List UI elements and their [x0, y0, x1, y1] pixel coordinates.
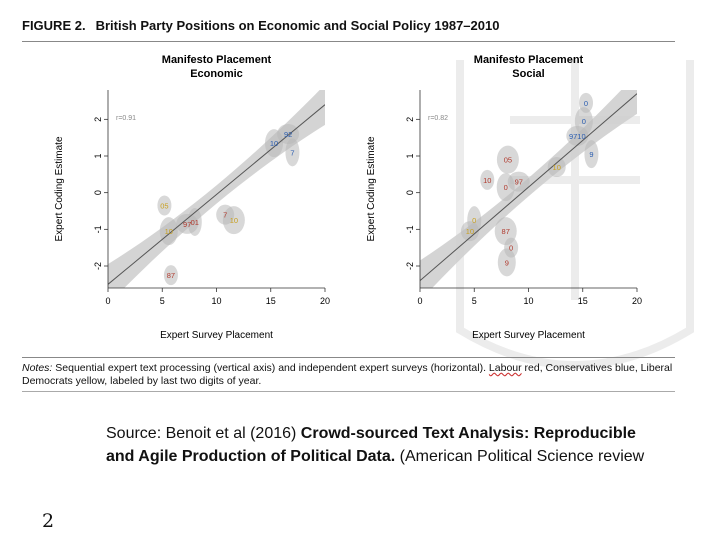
uncertainty-ellipse — [480, 169, 495, 190]
x-tick-label: 15 — [266, 296, 276, 306]
data-point-label: 7 — [223, 211, 227, 220]
notes-text-after: red, Conservatives blue, Liberal Democra… — [22, 362, 673, 387]
data-point-label: 10 — [230, 216, 238, 225]
uncertainty-ellipse — [222, 206, 245, 235]
fit-line — [108, 104, 325, 285]
social-panel: Manifesto Placement Social 0 0 9710 9 10 05 10 0 9… — [362, 48, 667, 348]
uncertainty-ellipse — [584, 140, 599, 169]
x-tick-label: 5 — [472, 296, 477, 306]
data-point-label: 10 — [165, 227, 173, 236]
data-point-label: 92 — [284, 130, 292, 139]
uncertainty-ellipse — [547, 157, 566, 177]
x-tick-label: 0 — [105, 296, 110, 306]
chart-subtitle: Social — [512, 68, 544, 80]
chart-title: Manifesto Placement — [162, 54, 272, 66]
slide-number: 2 — [42, 510, 55, 532]
y-tick-label: 0 — [405, 190, 415, 195]
uncertainty-ellipse — [157, 195, 172, 216]
uncertainty-ellipse — [460, 221, 479, 242]
data-point-label: 0 — [584, 99, 588, 108]
notes-text-before: Sequential expert text processing (verti… — [52, 362, 489, 374]
data-point-label: 10 — [466, 227, 474, 236]
x-tick-label: 0 — [417, 296, 422, 306]
economic-panel: Manifesto Placement Economic 05 10 97 01 7 10 87… — [50, 48, 355, 348]
y-tick-label: 0 — [93, 190, 103, 195]
data-point-label: 01 — [191, 218, 199, 227]
x-axis-label: Expert Survey Placement — [472, 330, 585, 341]
data-point-label: 05 — [504, 156, 512, 165]
fit-line — [420, 93, 637, 282]
y-tick-label: 2 — [93, 117, 103, 122]
source-prefix: Source: Benoit et al (2016) — [106, 425, 301, 442]
x-tick-label: 10 — [211, 296, 221, 306]
y-tick-label: -1 — [405, 225, 415, 233]
figure-heading: British Party Positions on Economic and … — [95, 18, 500, 33]
correlation-annotation: r=0.91 — [116, 115, 136, 122]
notes-prefix: Notes: — [22, 362, 53, 374]
correlation-annotation: r=0.82 — [428, 115, 448, 122]
data-point-label: 10 — [270, 139, 278, 148]
data-point-label: 87 — [167, 271, 175, 280]
y-tick-label: 2 — [405, 117, 415, 122]
y-tick-label: -2 — [405, 262, 415, 270]
x-tick-label: 20 — [632, 296, 642, 306]
data-point-label: 87 — [502, 227, 510, 236]
bottom-rule — [22, 391, 675, 392]
data-point-label: 9 — [505, 258, 509, 267]
source-citation: Source: Benoit et al (2016) Crowd-source… — [106, 422, 666, 468]
chart-title: Manifesto Placement — [474, 54, 584, 66]
y-tick-label: -1 — [93, 225, 103, 233]
x-tick-label: 5 — [160, 296, 165, 306]
uncertainty-ellipse — [507, 171, 530, 192]
data-point-label: 9710 — [569, 132, 586, 141]
chart-subtitle: Economic — [190, 68, 243, 80]
notes-rule — [22, 357, 675, 358]
x-tick-label: 10 — [523, 296, 533, 306]
x-axis-label: Expert Survey Placement — [160, 330, 273, 341]
figure-title: FIGURE 2. British Party Positions on Econ… — [22, 18, 499, 33]
data-point-label: 97 — [183, 220, 191, 229]
uncertainty-ellipse — [163, 265, 178, 286]
notes-labour-word: Labour — [488, 362, 522, 374]
data-point-label: 10 — [483, 176, 491, 185]
data-point-label: 7 — [290, 148, 294, 157]
data-point-label: 0 — [472, 216, 476, 225]
uncertainty-ellipse — [285, 138, 300, 167]
data-point-label: 9 — [589, 150, 593, 159]
uncertainty-ellipse — [497, 248, 516, 277]
source-suffix: (American Political Science review — [395, 448, 645, 465]
y-tick-label: 1 — [405, 153, 415, 158]
data-point-label: 0 — [504, 183, 508, 192]
x-tick-label: 20 — [320, 296, 330, 306]
figure-label: FIGURE 2. — [22, 18, 86, 33]
source-title: Crowd-sourced Text Analysis: Reproducibl… — [106, 425, 636, 465]
y-axis-label: Expert Coding Estimate — [54, 136, 65, 241]
x-tick-label: 15 — [578, 296, 588, 306]
data-point-label: 10 — [553, 163, 561, 172]
social-chart: Manifesto PlacementSocial009710910051009… — [366, 54, 642, 341]
data-point-label: 0 — [509, 244, 513, 253]
title-rule — [22, 41, 675, 42]
data-point-label: 97 — [515, 178, 523, 187]
y-tick-label: 1 — [93, 153, 103, 158]
uncertainty-ellipse — [496, 145, 519, 174]
data-point-label: 05 — [160, 202, 168, 211]
figure-notes: Notes: Sequential expert text processing… — [22, 362, 682, 388]
y-tick-label: -2 — [93, 262, 103, 270]
y-axis-label: Expert Coding Estimate — [366, 136, 377, 241]
data-point-label: 0 — [582, 117, 586, 126]
